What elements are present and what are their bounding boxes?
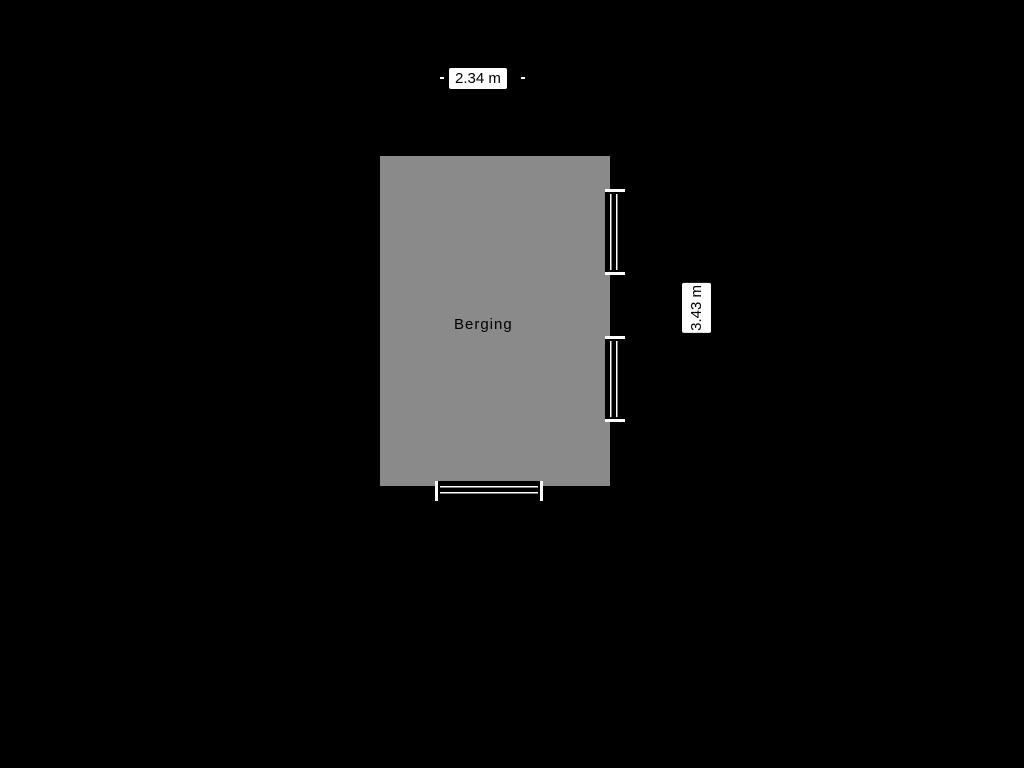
dim-width-tick-right (521, 77, 525, 79)
door-bottom (435, 481, 543, 501)
window-right-bottom (605, 336, 625, 422)
window-right-top (605, 189, 625, 275)
room-label: Berging (454, 316, 513, 333)
floorplan-canvas: { "canvas": { "width": 1024, "height": 7… (0, 0, 1024, 768)
dim-width-tick-left (440, 77, 444, 79)
dim-width-label: 2.34 m (449, 68, 507, 89)
dim-height-label: 3.43 m (682, 283, 711, 333)
